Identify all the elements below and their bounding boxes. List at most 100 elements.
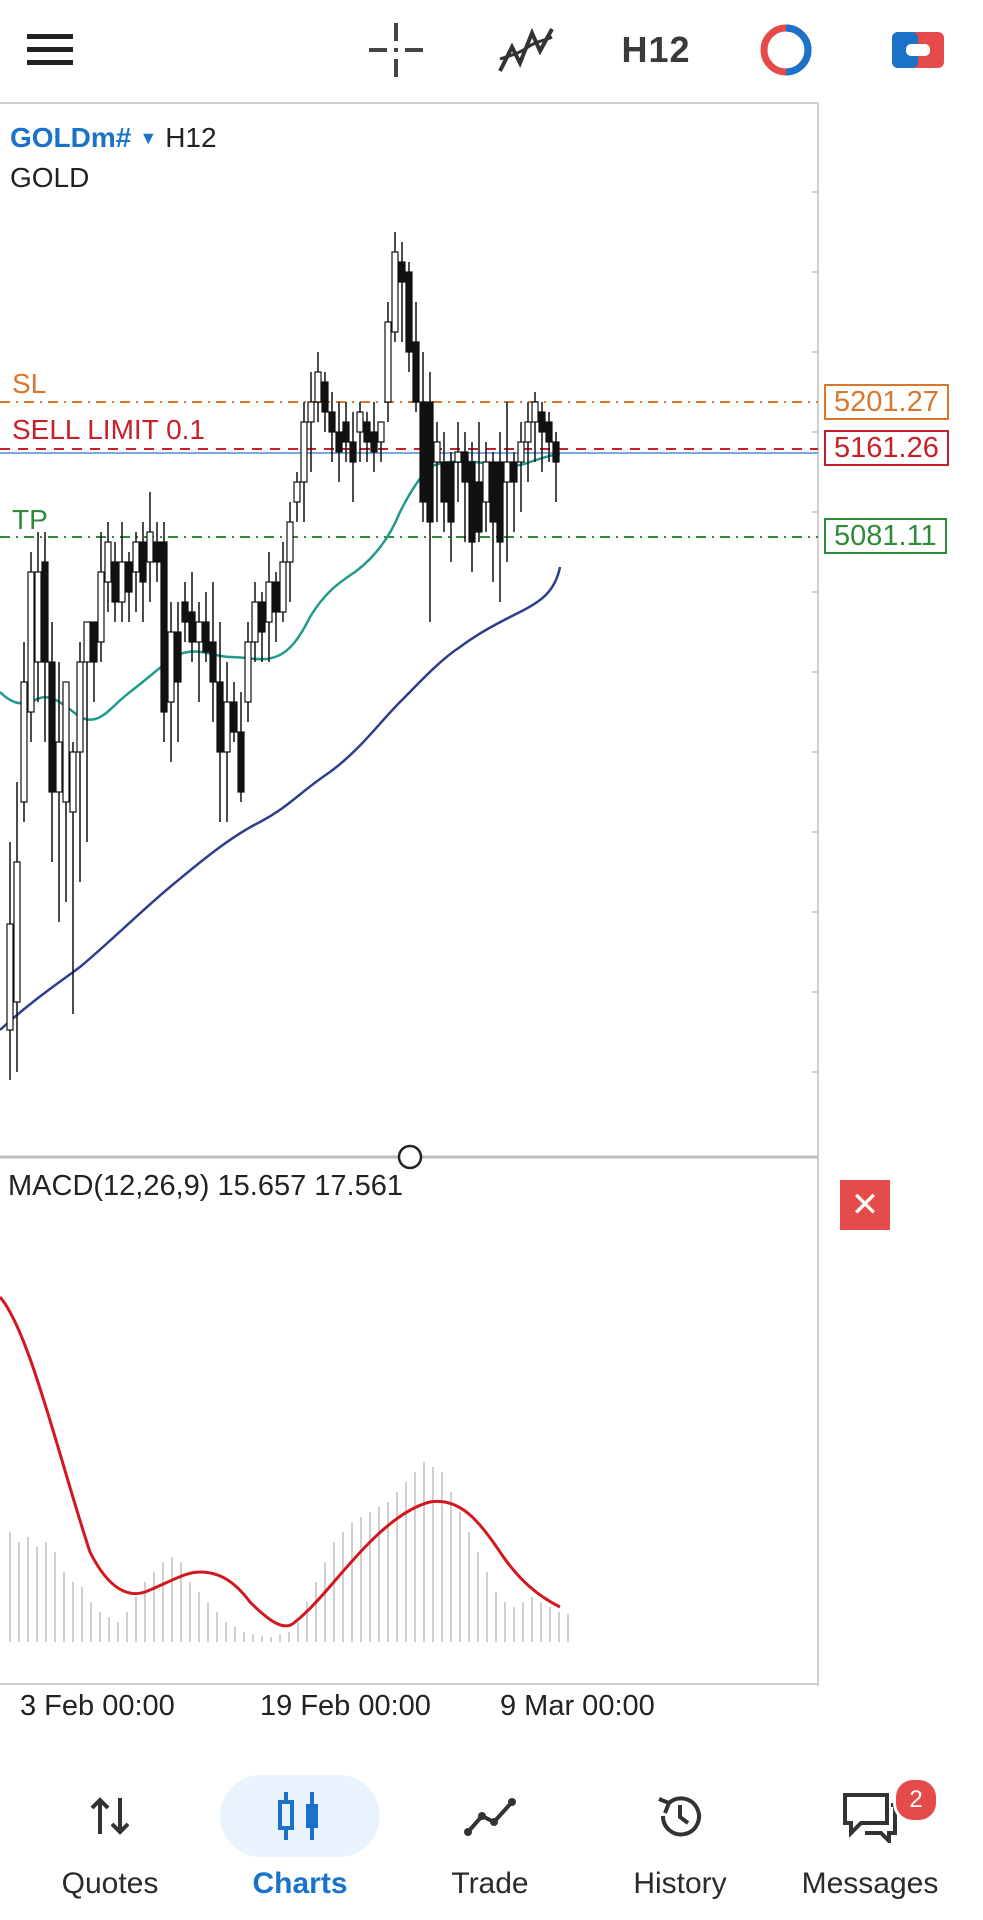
candle-body: [328, 411, 336, 433]
candlesticks: [6, 232, 560, 1080]
candle-body: [433, 441, 441, 463]
candle-body: [286, 521, 294, 563]
trade-icon: [464, 1798, 516, 1836]
candle-body: [216, 681, 224, 753]
one-click-trading-button[interactable]: [756, 20, 816, 80]
candle-body: [167, 631, 175, 703]
x-axis-label: 9 Mar 00:00: [500, 1690, 655, 1722]
hamburger-icon: [27, 34, 73, 65]
candle-body: [111, 561, 119, 603]
candle-body: [531, 401, 539, 423]
candle-body: [104, 541, 112, 583]
candle-body: [335, 431, 343, 453]
nav-messages[interactable]: 2 Messages: [775, 1755, 965, 1920]
macd-indicator-label: MACD(12,26,9) 15.657 17.561: [8, 1170, 403, 1202]
candle-body: [482, 461, 490, 503]
candle-body: [440, 461, 448, 503]
messages-icon: [843, 1793, 897, 1843]
candle-body: [510, 461, 518, 483]
x-axis-label: 19 Feb 00:00: [260, 1690, 431, 1722]
candle-body: [321, 381, 329, 413]
nav-quotes[interactable]: Quotes: [15, 1755, 205, 1920]
candle-body: [300, 421, 308, 483]
candle-body: [76, 661, 84, 753]
timeframe-button[interactable]: H12: [621, 29, 691, 70]
candle-body: [363, 421, 371, 443]
candle-body: [27, 571, 35, 713]
candle-body: [265, 581, 273, 623]
candle-body: [55, 741, 63, 793]
indicator-icon: [498, 27, 554, 72]
candle-body: [342, 421, 350, 443]
candle-body: [524, 421, 532, 443]
tp-label: TP: [12, 504, 48, 535]
candle-body: [251, 601, 259, 643]
candle-body: [412, 341, 420, 403]
candle-body: [552, 441, 560, 463]
history-icon: [658, 1796, 701, 1837]
charts-icon: [278, 1792, 318, 1840]
close-indicator-button[interactable]: ✕: [840, 1180, 890, 1230]
candle-body: [20, 681, 28, 803]
menu-button[interactable]: [20, 20, 80, 80]
candle-body: [356, 411, 364, 433]
candle-body: [377, 421, 385, 443]
crosshair-button[interactable]: [366, 20, 426, 80]
candle-body: [118, 561, 126, 603]
top-toolbar: H12: [0, 0, 983, 100]
candle-body: [62, 681, 70, 803]
nav-trade[interactable]: Trade: [395, 1755, 585, 1920]
candle-body: [314, 371, 322, 403]
candle-body: [489, 461, 497, 523]
candle-body: [419, 401, 427, 503]
candle-body: [503, 461, 511, 483]
candle-body: [258, 601, 266, 633]
candle-body: [454, 451, 462, 463]
candle-body: [202, 621, 210, 653]
indicators-button[interactable]: [496, 20, 556, 80]
nav-label: History: [633, 1867, 727, 1900]
chart-symbol-header[interactable]: GOLDm# ▼ H12: [10, 122, 217, 154]
bottom-navigation: Quotes Charts Trade: [0, 1755, 983, 1920]
candle-body: [153, 541, 161, 563]
sl-price-tag: 5201.27: [824, 384, 949, 420]
price-chart[interactable]: [0, 102, 820, 1686]
candle-body: [188, 611, 196, 643]
candle-body: [244, 641, 252, 703]
nav-history[interactable]: History: [585, 1755, 775, 1920]
macd-histogram: [9, 1462, 569, 1642]
candle-body: [279, 561, 287, 613]
nav-charts[interactable]: Charts: [205, 1755, 395, 1920]
candle-body: [391, 251, 399, 333]
candle-body: [349, 441, 357, 463]
symbol-name: GOLDm#: [10, 122, 132, 153]
crosshair-icon: [369, 23, 423, 77]
candle-body: [97, 571, 105, 643]
candle-body: [69, 751, 77, 813]
candle-body: [195, 621, 203, 643]
candle-body: [237, 731, 245, 793]
nav-label: Quotes: [61, 1867, 159, 1900]
price-scale-ticks: [812, 191, 818, 1073]
nav-label: Messages: [801, 1867, 939, 1900]
candle-body: [468, 461, 476, 543]
candle-body: [174, 631, 182, 683]
candle-body: [496, 461, 504, 543]
candle-body: [545, 421, 553, 443]
symbol-dropdown-icon: ▼: [139, 127, 158, 148]
nav-label: Trade: [451, 1867, 529, 1900]
candle-body: [34, 571, 42, 663]
candle-body: [125, 561, 133, 593]
sl-label: SL: [12, 368, 47, 399]
candle-body: [90, 621, 98, 663]
trade-account-button[interactable]: [888, 20, 948, 80]
candle-body: [517, 441, 525, 463]
quotes-icon: [90, 1797, 130, 1835]
candle-body: [48, 661, 56, 793]
candle-body: [160, 541, 168, 713]
macd-signal-line: [0, 1296, 561, 1628]
unread-badge: 2: [893, 1777, 939, 1823]
candle-body: [475, 481, 483, 533]
candle-body: [41, 561, 49, 663]
pane-resize-handle[interactable]: [397, 1144, 423, 1170]
